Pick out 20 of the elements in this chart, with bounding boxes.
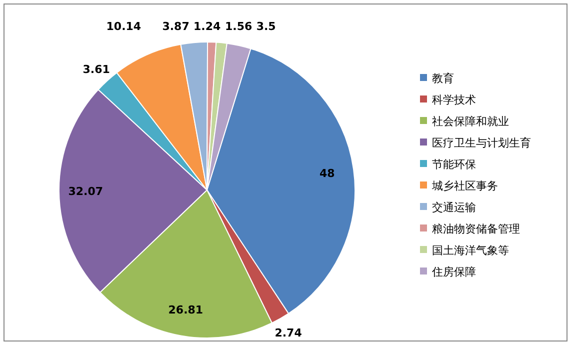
legend-label: 住房保障 <box>432 266 476 278</box>
data-label: 26.81 <box>168 303 204 316</box>
legend-label: 科学技术 <box>432 94 476 106</box>
data-label: 48 <box>319 166 335 180</box>
data-label: 3.87 <box>162 20 190 33</box>
data-label: 1.24 <box>194 20 222 33</box>
legend-label: 医疗卫生与计划生育 <box>432 136 531 150</box>
legend-label: 粮油物资储备管理 <box>432 222 520 236</box>
legend-label: 社会保障和就业 <box>432 115 509 128</box>
data-label: 32.07 <box>68 185 104 198</box>
data-label: 3.61 <box>82 62 110 76</box>
legend-label: 交通运输 <box>432 201 476 214</box>
data-label: 1.56 <box>225 20 252 33</box>
legend-label: 国土海洋气象等 <box>432 244 509 257</box>
legend-label: 城乡社区事务 <box>431 180 498 192</box>
legend-label: 教育 <box>432 72 454 85</box>
data-label: 10.14 <box>106 20 142 33</box>
data-label: 3.5 <box>256 20 276 33</box>
legend-label: 节能环保 <box>432 158 476 171</box>
data-label: 2.74 <box>274 326 302 340</box>
